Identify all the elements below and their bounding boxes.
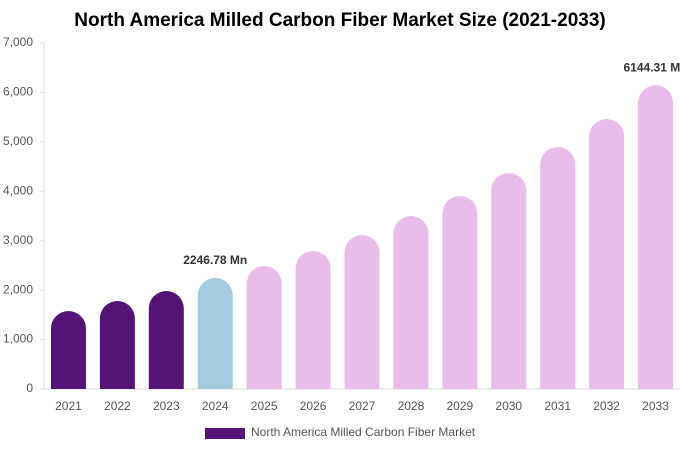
- y-tick-label: 6,000: [3, 85, 33, 99]
- y-tick-label: 4,000: [3, 183, 33, 197]
- chart-title: North America Milled Carbon Fiber Market…: [74, 10, 605, 31]
- x-tick-label: 2032: [593, 399, 620, 413]
- bar: [197, 277, 233, 389]
- x-tick-label: 2033: [642, 399, 669, 413]
- y-tick-label: 3,000: [3, 233, 33, 247]
- x-tick-label: 2026: [300, 399, 327, 413]
- x-tick-label: 2031: [544, 399, 571, 413]
- x-tick-label: 2021: [55, 399, 82, 413]
- x-tick-label: 2028: [398, 399, 425, 413]
- x-tick-label: 2027: [349, 399, 376, 413]
- bar: [50, 311, 86, 389]
- x-tick-label: 2024: [202, 399, 229, 413]
- x-tick-label: 2023: [153, 399, 180, 413]
- y-tick-label: 5,000: [3, 134, 33, 148]
- bar: [99, 301, 135, 389]
- y-tick-label: 1,000: [3, 332, 33, 346]
- legend-label: North America Milled Carbon Fiber Market: [251, 425, 476, 439]
- bar: [246, 266, 282, 389]
- bar: [491, 172, 527, 389]
- x-tick-label: 2030: [495, 399, 522, 413]
- x-tick-label: 2029: [446, 399, 473, 413]
- value-label: 6144.31 Mn: [624, 60, 680, 74]
- bar: [148, 290, 184, 389]
- bar: [442, 196, 478, 389]
- y-tick-label: 0: [26, 381, 33, 395]
- value-label: 2246.78 Mn: [183, 253, 247, 267]
- bar: [295, 250, 331, 389]
- bar: [344, 235, 380, 389]
- x-tick-label: 2022: [104, 399, 131, 413]
- x-tick-label: 2025: [251, 399, 278, 413]
- y-tick-label: 7,000: [3, 35, 33, 49]
- bar: [638, 85, 674, 389]
- y-tick-label: 2,000: [3, 282, 33, 296]
- bar: [540, 146, 576, 389]
- bar: [393, 216, 429, 389]
- legend-swatch: [205, 428, 245, 439]
- bar: [589, 119, 625, 389]
